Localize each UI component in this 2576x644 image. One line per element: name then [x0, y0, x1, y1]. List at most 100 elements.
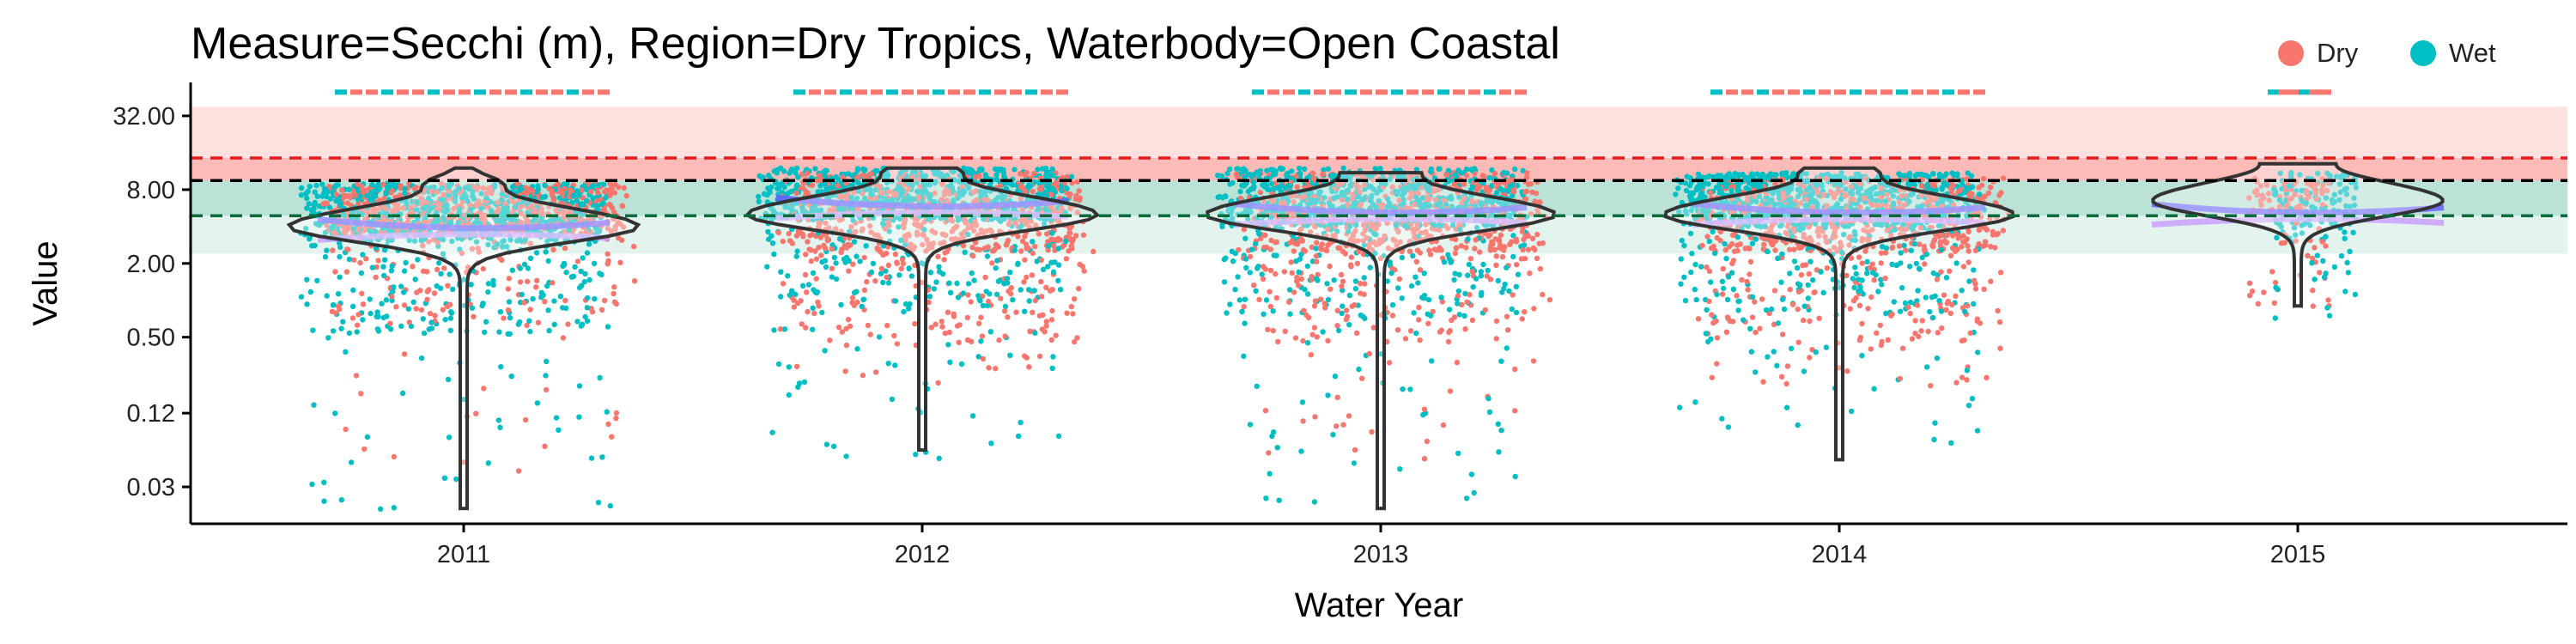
data-point — [1221, 256, 1228, 263]
data-point — [522, 416, 529, 423]
data-point — [1050, 354, 1056, 360]
data-point — [1527, 270, 1533, 276]
data-point — [808, 258, 814, 264]
data-point — [1325, 392, 1331, 398]
data-point — [1255, 264, 1261, 270]
data-point — [1410, 252, 1416, 259]
data-point — [936, 455, 942, 461]
data-point — [420, 242, 426, 249]
data-point — [1018, 287, 1024, 293]
data-point — [778, 294, 784, 300]
data-point — [842, 368, 848, 374]
data-point — [313, 182, 319, 189]
data-point — [1467, 292, 1473, 298]
data-point — [1265, 326, 1271, 332]
data-point — [1242, 320, 1248, 326]
data-point — [986, 365, 992, 371]
data-point — [1318, 243, 1324, 250]
data-point — [1340, 248, 1346, 254]
data-point — [1358, 312, 1364, 319]
data-point — [942, 330, 949, 337]
data-point — [1050, 269, 1057, 275]
data-point — [1452, 270, 1458, 276]
data-point — [787, 170, 793, 176]
data-point — [1512, 166, 1518, 173]
data-point — [835, 325, 842, 331]
data-point — [1446, 307, 1453, 313]
data-point — [1455, 450, 1461, 457]
data-point — [1260, 276, 1267, 283]
data-point — [1055, 277, 1061, 283]
data-point — [447, 301, 453, 307]
data-point — [917, 89, 929, 95]
data-point — [421, 330, 428, 337]
data-point — [1242, 235, 1249, 241]
data-point — [459, 89, 471, 95]
data-point — [1386, 360, 1393, 366]
data-point — [1298, 448, 1304, 454]
data-point — [906, 265, 912, 271]
data-point — [1510, 253, 1516, 260]
data-point — [1217, 193, 1223, 200]
data-point — [480, 185, 486, 191]
data-point — [420, 316, 426, 322]
data-point — [1334, 394, 1340, 400]
data-point — [1473, 237, 1479, 243]
data-point — [1334, 307, 1340, 313]
data-point — [1054, 237, 1060, 244]
data-point — [447, 271, 453, 277]
data-point — [549, 188, 555, 194]
data-point — [515, 468, 522, 474]
data-point — [1296, 283, 1302, 289]
data-point — [1311, 325, 1318, 331]
data-point — [948, 89, 960, 95]
data-point — [1039, 166, 1046, 172]
data-point — [1327, 263, 1333, 270]
data-point — [388, 190, 394, 196]
data-point — [1030, 309, 1036, 315]
data-point — [1452, 250, 1459, 257]
data-point — [987, 291, 993, 297]
data-point — [1334, 323, 1340, 329]
data-point — [1519, 228, 1526, 234]
data-point — [863, 173, 869, 179]
data-point — [391, 284, 397, 290]
data-point — [1247, 270, 1254, 276]
data-point — [380, 314, 386, 321]
data-point — [1512, 366, 1518, 373]
data-point — [606, 201, 612, 208]
data-point — [1040, 312, 1046, 318]
data-point — [1369, 428, 1375, 435]
data-point — [357, 193, 363, 199]
data-point — [361, 446, 368, 453]
data-point — [372, 208, 378, 214]
data-point — [550, 246, 556, 252]
data-point — [766, 173, 772, 179]
data-point — [1029, 272, 1036, 278]
data-point — [807, 233, 813, 239]
data-point — [438, 270, 444, 276]
data-point — [631, 243, 637, 250]
data-point — [312, 199, 318, 206]
data-point — [611, 290, 617, 297]
data-point — [982, 274, 988, 281]
data-point — [1453, 245, 1460, 251]
data-point — [485, 281, 492, 287]
data-point — [863, 243, 869, 249]
data-point — [410, 264, 416, 270]
data-point — [1416, 304, 1422, 311]
data-point — [1454, 359, 1461, 366]
data-point — [1032, 330, 1038, 337]
data-point — [1066, 248, 1072, 254]
data-point — [892, 251, 899, 258]
data-point — [1407, 386, 1413, 392]
data-point — [1467, 256, 1474, 262]
data-point — [899, 257, 906, 263]
data-point — [574, 319, 580, 325]
data-point — [1261, 311, 1267, 317]
data-point — [1027, 183, 1034, 189]
data-point — [388, 268, 395, 274]
data-point — [603, 195, 609, 201]
data-point — [812, 166, 818, 172]
data-point — [445, 376, 452, 383]
